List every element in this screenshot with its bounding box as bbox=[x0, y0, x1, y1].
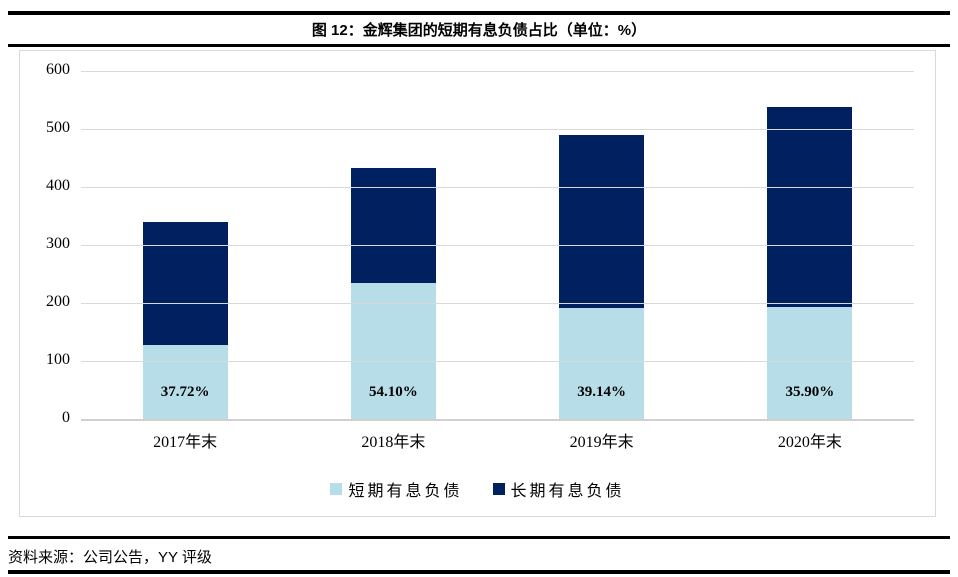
legend-swatch-icon bbox=[492, 483, 505, 495]
bars-container: 37.72% 54.10% 39.14% 35.90% bbox=[81, 71, 914, 419]
x-tick-label: 2019年末 bbox=[569, 434, 634, 451]
bar-group: 37.72% bbox=[81, 71, 289, 419]
bar-group: 35.90% bbox=[706, 71, 914, 419]
y-tick-label: 500 bbox=[46, 119, 70, 136]
bar-data-label: 37.72% bbox=[160, 384, 210, 400]
stacked-bar-chart: 37.72% 54.10% 39.14% 35.90% 0 100 200 300 400 50… bbox=[19, 50, 936, 517]
x-axis-line bbox=[81, 419, 914, 421]
bar-segment-long-term bbox=[767, 106, 853, 308]
source-divider bbox=[8, 536, 950, 539]
figure-title: 图 12：金辉集团的短期有息负债占比（单位：%） bbox=[311, 22, 647, 39]
bottom-divider bbox=[8, 570, 950, 574]
bar-segment-long-term bbox=[142, 221, 228, 345]
chart-legend: 短期有息负债 长期有息负债 bbox=[20, 477, 935, 501]
legend-label: 长期有息负债 bbox=[510, 483, 625, 500]
bar-segment-short-term bbox=[559, 307, 645, 419]
x-axis: 2017年末 2018年末 2019年末 2020年末 bbox=[81, 428, 914, 452]
source-text: 资料来源：公司公告，YY 评级 bbox=[8, 549, 212, 566]
x-tick-label: 2020年末 bbox=[777, 434, 842, 451]
legend-swatch-icon bbox=[330, 483, 343, 495]
y-tick-label: 100 bbox=[46, 351, 70, 368]
y-tick-label: 600 bbox=[46, 61, 70, 78]
legend-item: 长期有息负债 bbox=[492, 477, 625, 501]
gridline bbox=[81, 245, 914, 246]
x-tick-label: 2018年末 bbox=[361, 434, 426, 451]
bar-segment-long-term bbox=[350, 168, 436, 284]
x-tick-label: 2017年末 bbox=[153, 434, 218, 451]
title-divider bbox=[8, 44, 950, 47]
gridline bbox=[81, 361, 914, 362]
top-divider bbox=[8, 11, 950, 15]
gridline bbox=[81, 129, 914, 130]
y-tick-label: 0 bbox=[62, 409, 70, 426]
bar-segment-short-term bbox=[142, 344, 228, 419]
gridline bbox=[81, 71, 914, 72]
plot-area: 37.72% 54.10% 39.14% 35.90% bbox=[81, 71, 914, 421]
bar-data-label: 39.14% bbox=[577, 384, 626, 400]
bar-data-label: 54.10% bbox=[369, 384, 418, 400]
bar-segment-short-term bbox=[350, 283, 436, 419]
legend-item: 短期有息负债 bbox=[330, 477, 462, 501]
bar-segment-short-term bbox=[767, 307, 853, 419]
legend-label: 短期有息负债 bbox=[348, 483, 463, 500]
y-tick-label: 200 bbox=[46, 293, 70, 310]
y-tick-label: 300 bbox=[46, 235, 70, 252]
y-tick-label: 400 bbox=[46, 177, 70, 194]
bar-data-label: 35.90% bbox=[785, 384, 835, 400]
gridline bbox=[81, 303, 914, 304]
bar-segment-long-term bbox=[559, 134, 645, 308]
bar-group: 39.14% bbox=[498, 71, 706, 419]
gridline bbox=[81, 187, 914, 188]
